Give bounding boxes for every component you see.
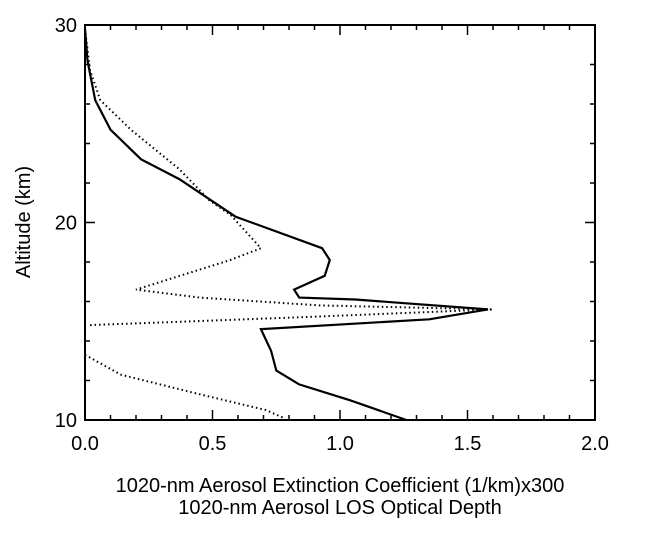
y-tick-label: 30 — [55, 15, 77, 37]
x-tick-label: 1.5 — [454, 433, 482, 455]
x-tick-label: 1.0 — [326, 433, 354, 455]
x-axis-label: 1020-nm Aerosol Extinction Coefficient (… — [116, 475, 565, 497]
x-tick-label: 2.0 — [581, 433, 609, 455]
series-line — [84, 28, 494, 419]
y-axis-label: Altitude (km) — [13, 166, 35, 278]
series-line — [83, 28, 489, 422]
y-tick-label: 20 — [55, 213, 77, 235]
plot-frame — [84, 24, 596, 421]
x-tick-label: 0.0 — [71, 433, 99, 455]
y-tick-label: 10 — [55, 410, 77, 432]
x-axis-label: 1020-nm Aerosol LOS Optical Depth — [178, 497, 502, 519]
x-tick-label: 0.5 — [199, 433, 227, 455]
